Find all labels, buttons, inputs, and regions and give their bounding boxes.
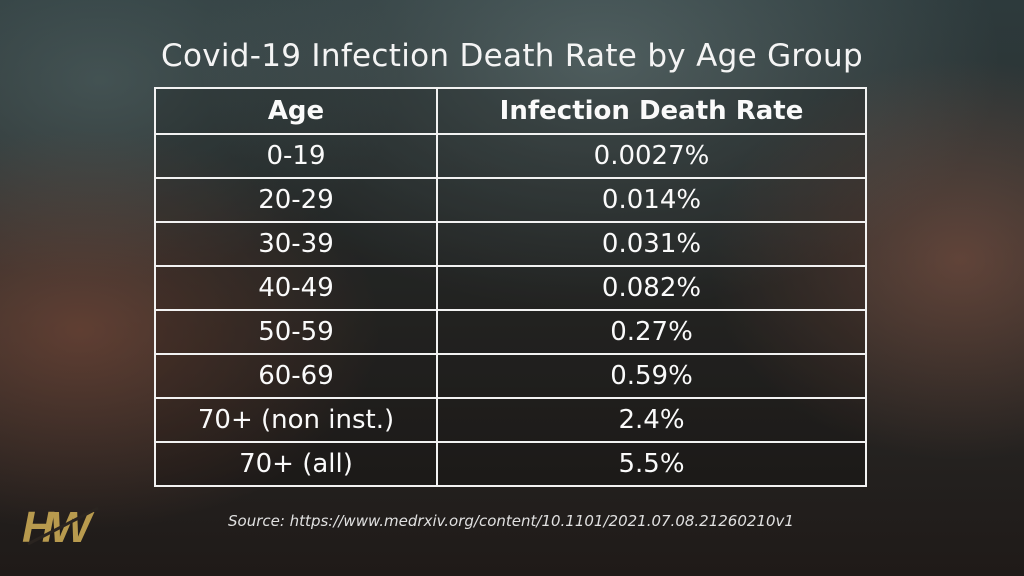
table-row: 50-59 0.27% [154, 309, 867, 355]
age-cell: 20-29 [154, 177, 438, 223]
hw-logo: HW [22, 503, 99, 548]
age-cell: 50-59 [154, 309, 438, 355]
death-rate-table: Age Infection Death Rate 0-19 0.0027% 20-2… [154, 87, 867, 487]
source-citation: Source: https://www.medrxiv.org/content/… [228, 512, 794, 530]
table-row: 30-39 0.031% [154, 221, 867, 267]
rate-cell: 0.27% [436, 309, 867, 355]
rate-cell: 0.014% [436, 177, 867, 223]
rate-cell: 0.59% [436, 353, 867, 399]
table-row: 70+ (all) 5.5% [154, 441, 867, 487]
rate-cell: 2.4% [436, 397, 867, 443]
table-row: 40-49 0.082% [154, 265, 867, 311]
rate-cell: 0.082% [436, 265, 867, 311]
age-cell: 0-19 [154, 133, 438, 179]
table-header-row: Age Infection Death Rate [154, 87, 867, 135]
chart-title: Covid-19 Infection Death Rate by Age Gro… [161, 38, 863, 74]
age-cell: 70+ (all) [154, 441, 438, 487]
rate-cell: 0.031% [436, 221, 867, 267]
rate-cell: 0.0027% [436, 133, 867, 179]
table-row: 20-29 0.014% [154, 177, 867, 223]
age-cell: 70+ (non inst.) [154, 397, 438, 443]
table-row: 60-69 0.59% [154, 353, 867, 399]
age-cell: 60-69 [154, 353, 438, 399]
table-row: 70+ (non inst.) 2.4% [154, 397, 867, 443]
table-row: 0-19 0.0027% [154, 133, 867, 179]
age-cell: 40-49 [154, 265, 438, 311]
column-header-rate: Infection Death Rate [436, 87, 867, 135]
age-cell: 30-39 [154, 221, 438, 267]
column-header-age: Age [154, 87, 438, 135]
rate-cell: 5.5% [436, 441, 867, 487]
